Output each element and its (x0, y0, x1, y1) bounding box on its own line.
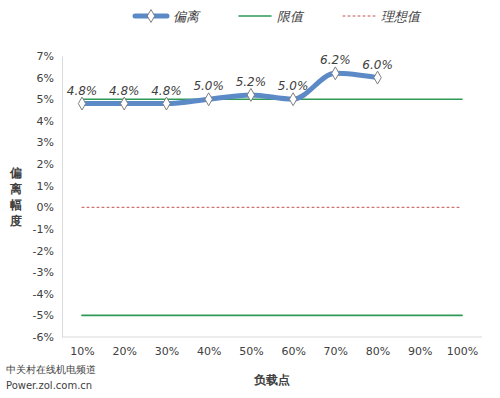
x-tick-label: 100% (447, 345, 478, 358)
x-tick-label: 90% (408, 345, 432, 358)
y-axis-line (62, 57, 63, 338)
y-tick-label: 0% (37, 201, 54, 214)
y-tick: -2% (33, 245, 62, 258)
legend-label: 理想值 (381, 9, 422, 24)
chart: -6% -5% -4% -3% -2% -1% 0% 1% 2% 3% 4% 5% 6% 7% 10% 20%… (0, 0, 500, 398)
x-tick-label: 40% (197, 345, 221, 358)
data-label: 4.8% (109, 84, 140, 98)
legend-swatch (343, 16, 375, 17)
y-tick: 0% (37, 201, 62, 214)
data-label: 6.0% (362, 58, 393, 72)
x-tick-label: 80% (366, 345, 390, 358)
data-label: 4.8% (67, 84, 98, 98)
legend-label: 偏离 (173, 9, 201, 24)
y-tick: 4% (37, 115, 62, 128)
y-tick: 5% (37, 93, 62, 106)
data-label: 5.0% (193, 79, 224, 93)
x-tick: 20% (112, 337, 136, 358)
y-tick: 7% (37, 50, 62, 63)
x-axis-line (62, 337, 482, 338)
series-line (82, 73, 378, 103)
y-tick-label: -2% (33, 245, 54, 258)
x-tick-label: 20% (112, 345, 136, 358)
y-tick: 1% (37, 180, 62, 193)
x-tick-label: 70% (324, 345, 348, 358)
y-tick: 6% (37, 72, 62, 85)
legend-marker (147, 10, 154, 23)
y-tick-label: 4% (37, 115, 54, 128)
y-tick: -1% (33, 223, 62, 236)
y-tick: 2% (37, 158, 62, 171)
marker (374, 71, 381, 84)
marker (289, 93, 296, 106)
marker (247, 88, 254, 101)
y-axis-title: 偏离幅度 (9, 166, 22, 228)
y-tick-label: 2% (37, 158, 54, 171)
y-tick-label: -3% (33, 266, 54, 279)
legend-item: 理想值 (343, 9, 422, 24)
x-tick: 30% (155, 337, 179, 358)
x-tick: 90% (408, 337, 432, 358)
legend-item: 偏离 (135, 9, 201, 24)
data-label: 4.8% (151, 84, 182, 98)
y-tick: -6% (33, 331, 62, 344)
x-tick: 100% (447, 337, 478, 358)
y-tick: -4% (33, 288, 62, 301)
x-tick: 50% (239, 337, 263, 358)
x-tick: 80% (366, 337, 390, 358)
annotation: Power.zol.com.cn (6, 380, 92, 391)
x-axis: 10% 20% 30% 40% 50% 60% 70% 80% 90% 100% (62, 337, 482, 358)
data-label: 5.2% (236, 75, 267, 89)
marker (163, 97, 170, 110)
plot-area (78, 67, 462, 316)
y-tick-label: -4% (33, 288, 54, 301)
data-label: 6.2% (320, 53, 351, 67)
marker (332, 67, 339, 80)
marker (121, 97, 128, 110)
y-tick-label: 7% (37, 50, 54, 63)
x-axis-title: 负载点 (253, 373, 290, 387)
series-line (82, 315, 462, 317)
annotation: 中关村在线机电频道 (6, 364, 96, 375)
marker (78, 97, 85, 110)
y-axis: -6% -5% -4% -3% -2% -1% 0% 1% 2% 3% 4% 5% 6% 7% (33, 50, 63, 344)
y-tick-label: 5% (37, 93, 54, 106)
y-tick: -5% (33, 309, 62, 322)
series-line (82, 207, 462, 208)
x-tick: 60% (281, 337, 305, 358)
y-tick: 3% (37, 136, 62, 149)
y-tick: -3% (33, 266, 62, 279)
legend-swatch (239, 15, 271, 17)
x-tick-label: 60% (281, 345, 305, 358)
y-tick-label: 3% (37, 136, 54, 149)
x-tick: 10% (70, 337, 94, 358)
y-tick-label: -5% (33, 309, 54, 322)
y-tick-label: -6% (33, 331, 54, 344)
y-tick-label: -1% (33, 223, 54, 236)
data-label: 5.0% (278, 79, 309, 93)
y-tick-label: 1% (37, 180, 54, 193)
x-tick: 40% (197, 337, 221, 358)
x-tick-label: 10% (70, 345, 94, 358)
legend: 偏离 限值 理想值 (135, 9, 422, 24)
data-labels: 4.8% 4.8% 4.8% 5.0% 5.2% 5.0% 6.2% 6.0% (67, 53, 393, 97)
marker (205, 93, 212, 106)
x-tick-label: 50% (239, 345, 263, 358)
y-tick-label: 6% (37, 72, 54, 85)
x-tick: 70% (324, 337, 348, 358)
legend-item: 限值 (239, 9, 305, 24)
x-tick-label: 30% (155, 345, 179, 358)
legend-label: 限值 (277, 9, 305, 24)
